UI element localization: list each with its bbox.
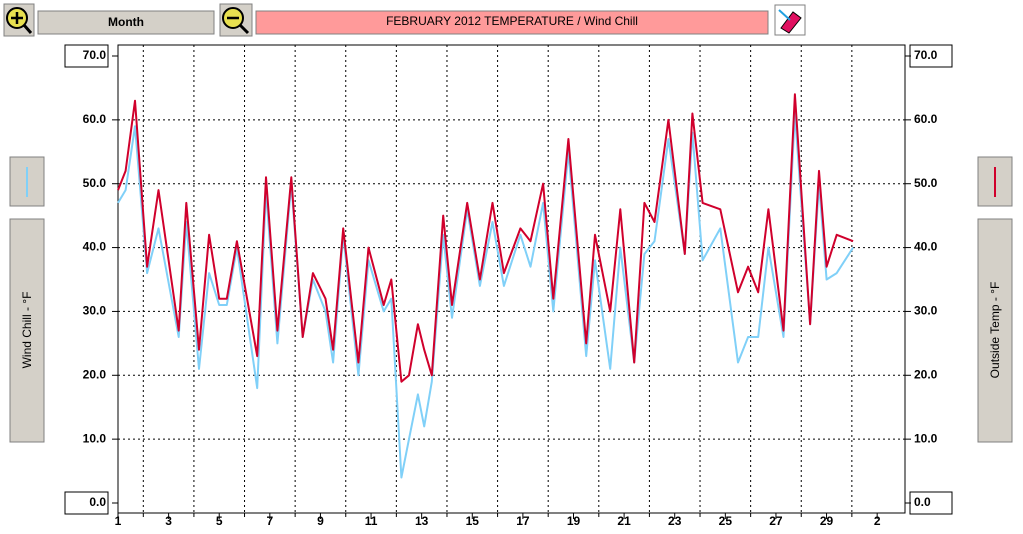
x-tick-label: 27 (769, 514, 783, 528)
x-tick-label: 1 (115, 514, 122, 528)
x-tick-label: 25 (719, 514, 733, 528)
y2-tick-label: 10.0 (914, 431, 938, 445)
x-tick-label: 7 (266, 514, 273, 528)
x-tick-label: 21 (617, 514, 631, 528)
y2-tick-label: 0.0 (914, 495, 931, 509)
x-tick-label: 11 (365, 514, 378, 528)
left-axis-button[interactable] (9, 218, 45, 443)
y-tick-label: 20.0 (83, 367, 107, 381)
zoom-out-button[interactable] (219, 3, 253, 37)
period-button[interactable] (37, 10, 215, 35)
x-tick-label: 29 (820, 514, 834, 528)
series-line (117, 93, 854, 383)
x-tick-label: 13 (415, 514, 429, 528)
right-axis-button[interactable] (977, 218, 1013, 443)
y2-axis-label: Outside Temp - °F (988, 282, 1002, 379)
x-tick-label: 2 (874, 514, 881, 528)
y2-tick-label: 20.0 (914, 367, 938, 381)
y-tick-label: 40.0 (83, 240, 107, 254)
x-tick-label: 3 (165, 514, 172, 528)
x-tick-label: 23 (668, 514, 682, 528)
x-tick-label: 19 (567, 514, 581, 528)
wind-chill-legend-button[interactable] (9, 156, 45, 207)
zoom-in-button[interactable] (3, 3, 35, 37)
outside-temp-legend-button[interactable] (977, 156, 1013, 207)
y-tick-label: 60.0 (83, 112, 107, 126)
title-box (255, 10, 769, 35)
y-tick-label: 70.0 (83, 48, 107, 62)
x-tick-label: 9 (317, 514, 324, 528)
y2-tick-label: 60.0 (914, 112, 938, 126)
series-line (117, 112, 854, 479)
y2-tick-label: 40.0 (914, 240, 938, 254)
y-axis-label: Wind Chill - °F (20, 292, 34, 369)
y2-tick-label: 50.0 (914, 176, 938, 190)
y-tick-box (64, 491, 109, 515)
y-tick-label: 10.0 (83, 431, 107, 445)
y-tick-label: 30.0 (83, 304, 107, 318)
period-label: Month (108, 15, 144, 29)
x-tick-label: 15 (466, 514, 480, 528)
y-tick-label: 0.0 (89, 495, 106, 509)
eraser-button[interactable] (774, 4, 806, 36)
chart-title: FEBRUARY 2012 TEMPERATURE / Wind Chill (386, 14, 638, 28)
y2-tick-label: 70.0 (914, 48, 938, 62)
x-tick-label: 5 (216, 514, 223, 528)
y2-tick-label: 30.0 (914, 304, 938, 318)
y-tick-box (64, 44, 109, 68)
x-tick-label: 17 (516, 514, 530, 528)
y-tick-label: 50.0 (83, 176, 107, 190)
